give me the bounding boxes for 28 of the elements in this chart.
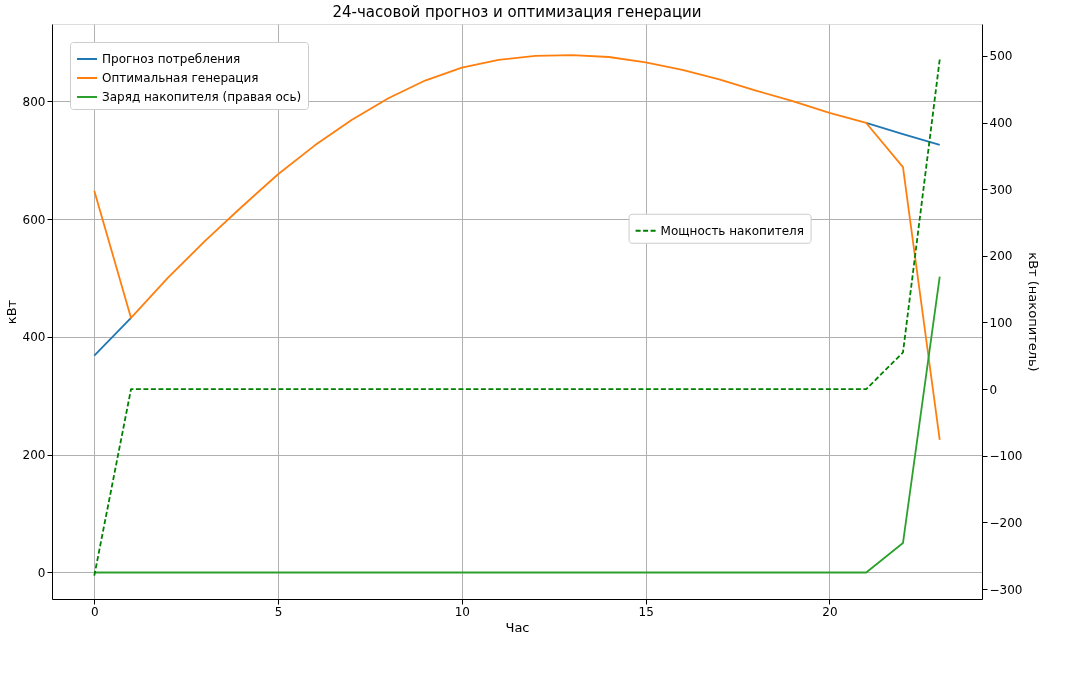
legend-label: Прогноз потребления [102, 52, 241, 66]
y-tick-label: 400 [22, 330, 46, 345]
y2-tick-label: 200 [989, 249, 1013, 264]
y-axis-title: кВт [3, 299, 19, 325]
y-tick-label: 200 [22, 448, 46, 463]
y2-axis-title: кВт (накопитель) [1026, 252, 1042, 372]
y-tick-label: 800 [22, 94, 46, 109]
x-tick-label: 0 [90, 604, 99, 619]
y2-tick-label: 400 [989, 116, 1013, 131]
x-axis-title: Час [505, 619, 530, 635]
x-tick-label: 15 [638, 604, 654, 619]
chart-title: 24-часовой прогноз и оптимизация генерации [332, 3, 702, 21]
x-tick-label: 10 [454, 604, 470, 619]
y2-tick-label: 100 [989, 315, 1013, 330]
y2-tick-label: 300 [989, 182, 1013, 197]
y2-tick-label: 0 [989, 382, 998, 397]
x-tick-label: 5 [274, 604, 283, 619]
line-series [93, 54, 941, 441]
legend-label: Оптимальная генерация [102, 71, 259, 85]
y2-tick-label: 500 [989, 49, 1013, 64]
y-tick-label: 600 [22, 212, 46, 227]
y2-tick-label: −100 [989, 449, 1023, 464]
y2-tick-label: −200 [989, 515, 1023, 530]
x-tick-label: 20 [822, 604, 838, 619]
y-tick-label: 0 [37, 565, 46, 580]
y2-tick-label: −300 [989, 582, 1023, 597]
legend-label: Мощность накопителя [660, 223, 804, 238]
legend-label: Заряд накопителя (правая ось) [102, 90, 302, 104]
